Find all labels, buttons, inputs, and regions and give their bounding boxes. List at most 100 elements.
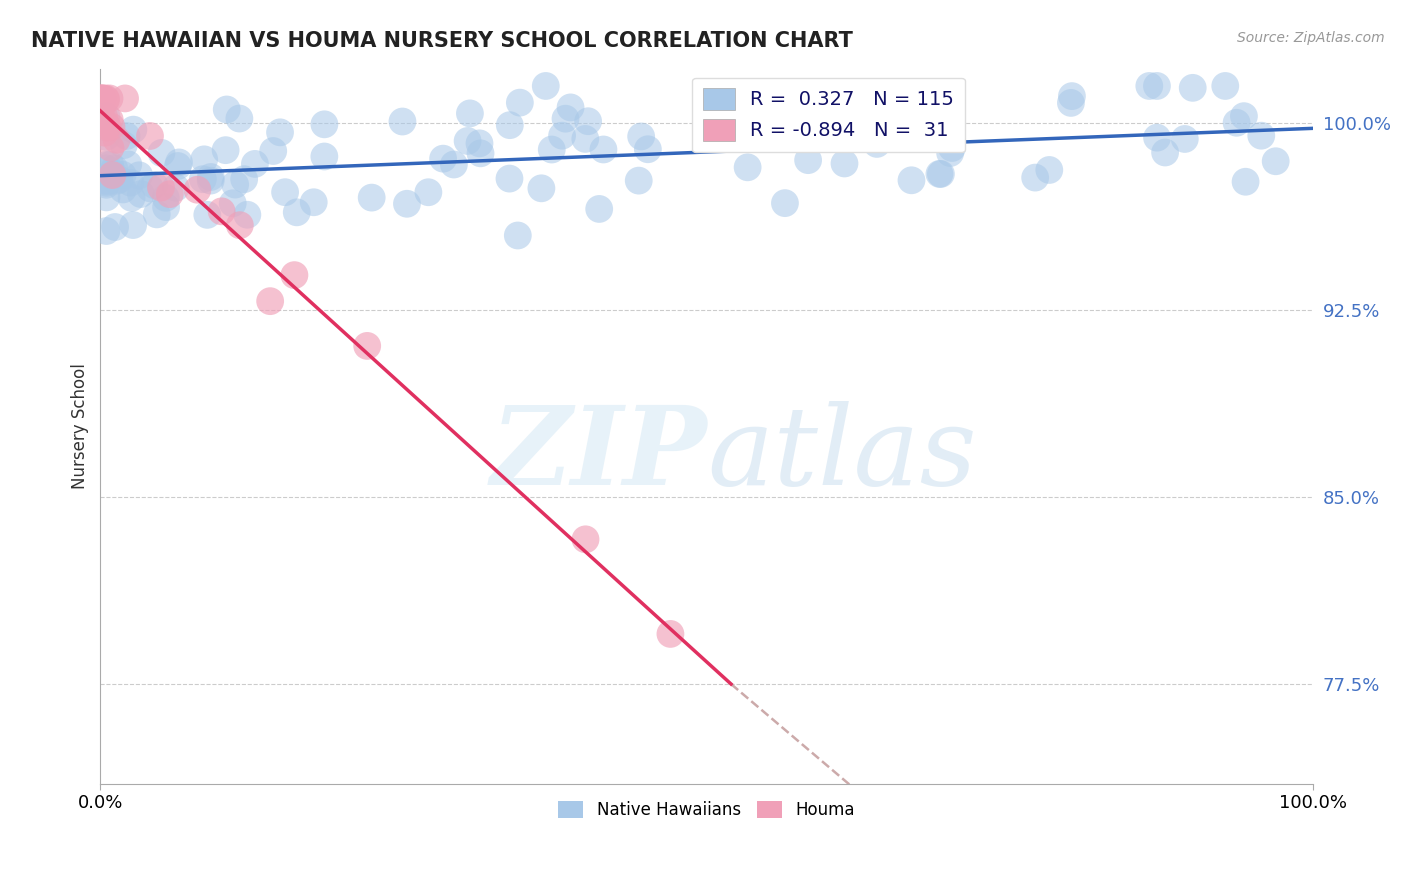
Point bbox=[1213, 78, 1236, 93]
Point bbox=[193, 153, 215, 167]
Point bbox=[592, 143, 614, 157]
Point bbox=[395, 196, 418, 211]
Point bbox=[236, 208, 259, 222]
Point bbox=[499, 118, 522, 132]
Point bbox=[498, 171, 520, 186]
Point bbox=[90, 91, 112, 105]
Point bbox=[96, 161, 118, 176]
Point bbox=[717, 129, 740, 144]
Point bbox=[314, 117, 336, 131]
Point bbox=[229, 218, 252, 232]
Point bbox=[214, 143, 236, 157]
Point bbox=[89, 91, 111, 105]
Point bbox=[101, 166, 124, 180]
Point bbox=[103, 161, 125, 176]
Point bbox=[96, 176, 118, 190]
Point bbox=[468, 136, 491, 151]
Point bbox=[773, 196, 796, 211]
Point bbox=[551, 128, 574, 143]
Point bbox=[90, 106, 112, 120]
Point bbox=[111, 168, 134, 182]
Point bbox=[432, 152, 454, 166]
Point bbox=[159, 187, 181, 202]
Point bbox=[96, 120, 118, 135]
Point bbox=[129, 187, 152, 202]
Point bbox=[93, 110, 115, 124]
Point bbox=[588, 202, 610, 216]
Point bbox=[554, 112, 576, 126]
Point bbox=[934, 126, 956, 140]
Point bbox=[574, 132, 596, 146]
Point bbox=[1137, 78, 1160, 93]
Point bbox=[1024, 170, 1046, 185]
Point bbox=[215, 103, 238, 117]
Point bbox=[122, 218, 145, 232]
Point bbox=[167, 159, 190, 173]
Point bbox=[139, 181, 162, 195]
Point bbox=[756, 125, 779, 139]
Point bbox=[1060, 95, 1083, 110]
Point bbox=[105, 174, 128, 188]
Point bbox=[96, 109, 118, 123]
Point bbox=[443, 157, 465, 171]
Point bbox=[929, 102, 952, 116]
Text: atlas: atlas bbox=[707, 401, 976, 508]
Point bbox=[314, 149, 336, 163]
Point bbox=[1226, 116, 1249, 130]
Point bbox=[233, 172, 256, 186]
Text: ZIP: ZIP bbox=[491, 401, 707, 508]
Point bbox=[470, 146, 492, 161]
Point bbox=[101, 168, 124, 182]
Point bbox=[737, 161, 759, 175]
Point bbox=[576, 114, 599, 128]
Point bbox=[540, 143, 562, 157]
Point bbox=[506, 228, 529, 243]
Point bbox=[120, 176, 142, 190]
Point bbox=[94, 93, 117, 107]
Point bbox=[457, 134, 479, 148]
Y-axis label: Nursery School: Nursery School bbox=[72, 363, 89, 489]
Point bbox=[224, 178, 246, 192]
Point bbox=[165, 180, 187, 194]
Point bbox=[262, 144, 284, 158]
Point bbox=[283, 268, 305, 282]
Point bbox=[200, 173, 222, 187]
Point bbox=[939, 146, 962, 161]
Point bbox=[852, 124, 875, 138]
Point bbox=[145, 207, 167, 221]
Point bbox=[1060, 89, 1083, 103]
Point bbox=[94, 126, 117, 140]
Point bbox=[128, 168, 150, 182]
Point bbox=[200, 169, 222, 184]
Point bbox=[167, 155, 190, 169]
Point bbox=[630, 129, 652, 144]
Point bbox=[98, 112, 121, 127]
Point bbox=[101, 168, 124, 182]
Text: NATIVE HAWAIIAN VS HOUMA NURSERY SCHOOL CORRELATION CHART: NATIVE HAWAIIAN VS HOUMA NURSERY SCHOOL … bbox=[31, 31, 853, 51]
Point bbox=[96, 158, 118, 172]
Point bbox=[269, 125, 291, 139]
Point bbox=[1234, 175, 1257, 189]
Point bbox=[117, 157, 139, 171]
Point bbox=[627, 173, 650, 187]
Point bbox=[574, 533, 596, 547]
Point bbox=[108, 172, 131, 186]
Point bbox=[96, 174, 118, 188]
Point bbox=[150, 145, 173, 160]
Point bbox=[112, 138, 135, 153]
Point bbox=[1038, 163, 1060, 178]
Point bbox=[96, 130, 118, 145]
Point bbox=[659, 627, 682, 641]
Point bbox=[1154, 145, 1177, 160]
Point bbox=[90, 110, 112, 124]
Point bbox=[122, 122, 145, 136]
Point bbox=[96, 224, 118, 238]
Point bbox=[104, 219, 127, 234]
Point bbox=[114, 91, 136, 105]
Text: Source: ZipAtlas.com: Source: ZipAtlas.com bbox=[1237, 31, 1385, 45]
Point bbox=[418, 186, 440, 200]
Point bbox=[866, 136, 889, 151]
Point bbox=[900, 173, 922, 187]
Point bbox=[211, 204, 233, 219]
Point bbox=[1233, 109, 1256, 123]
